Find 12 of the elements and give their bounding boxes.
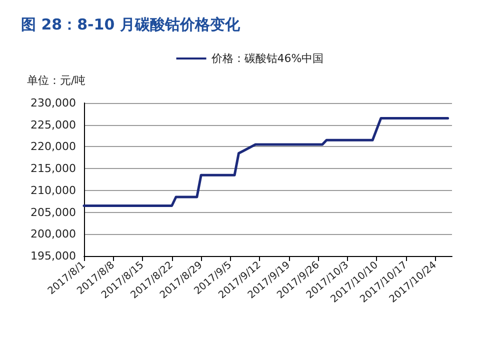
legend-label: 价格：碳酸钴46%中国 <box>210 52 324 65</box>
y-tick-label: 215,000 <box>30 162 76 176</box>
y-tick-label: 200,000 <box>30 228 76 241</box>
y-axis-title: 单位：元/吨 <box>27 74 86 87</box>
y-tick-label: 225,000 <box>30 118 76 132</box>
y-tick-label: 195,000 <box>30 250 76 262</box>
y-tick-label: 230,000 <box>30 96 76 110</box>
y-tick-label: 210,000 <box>30 184 76 197</box>
y-tick-label: 205,000 <box>30 206 76 219</box>
chart-title: 图 28：8-10 月碳酸钴价格变化 <box>21 16 241 34</box>
line-series <box>82 117 450 207</box>
y-tick-label: 220,000 <box>30 140 76 154</box>
